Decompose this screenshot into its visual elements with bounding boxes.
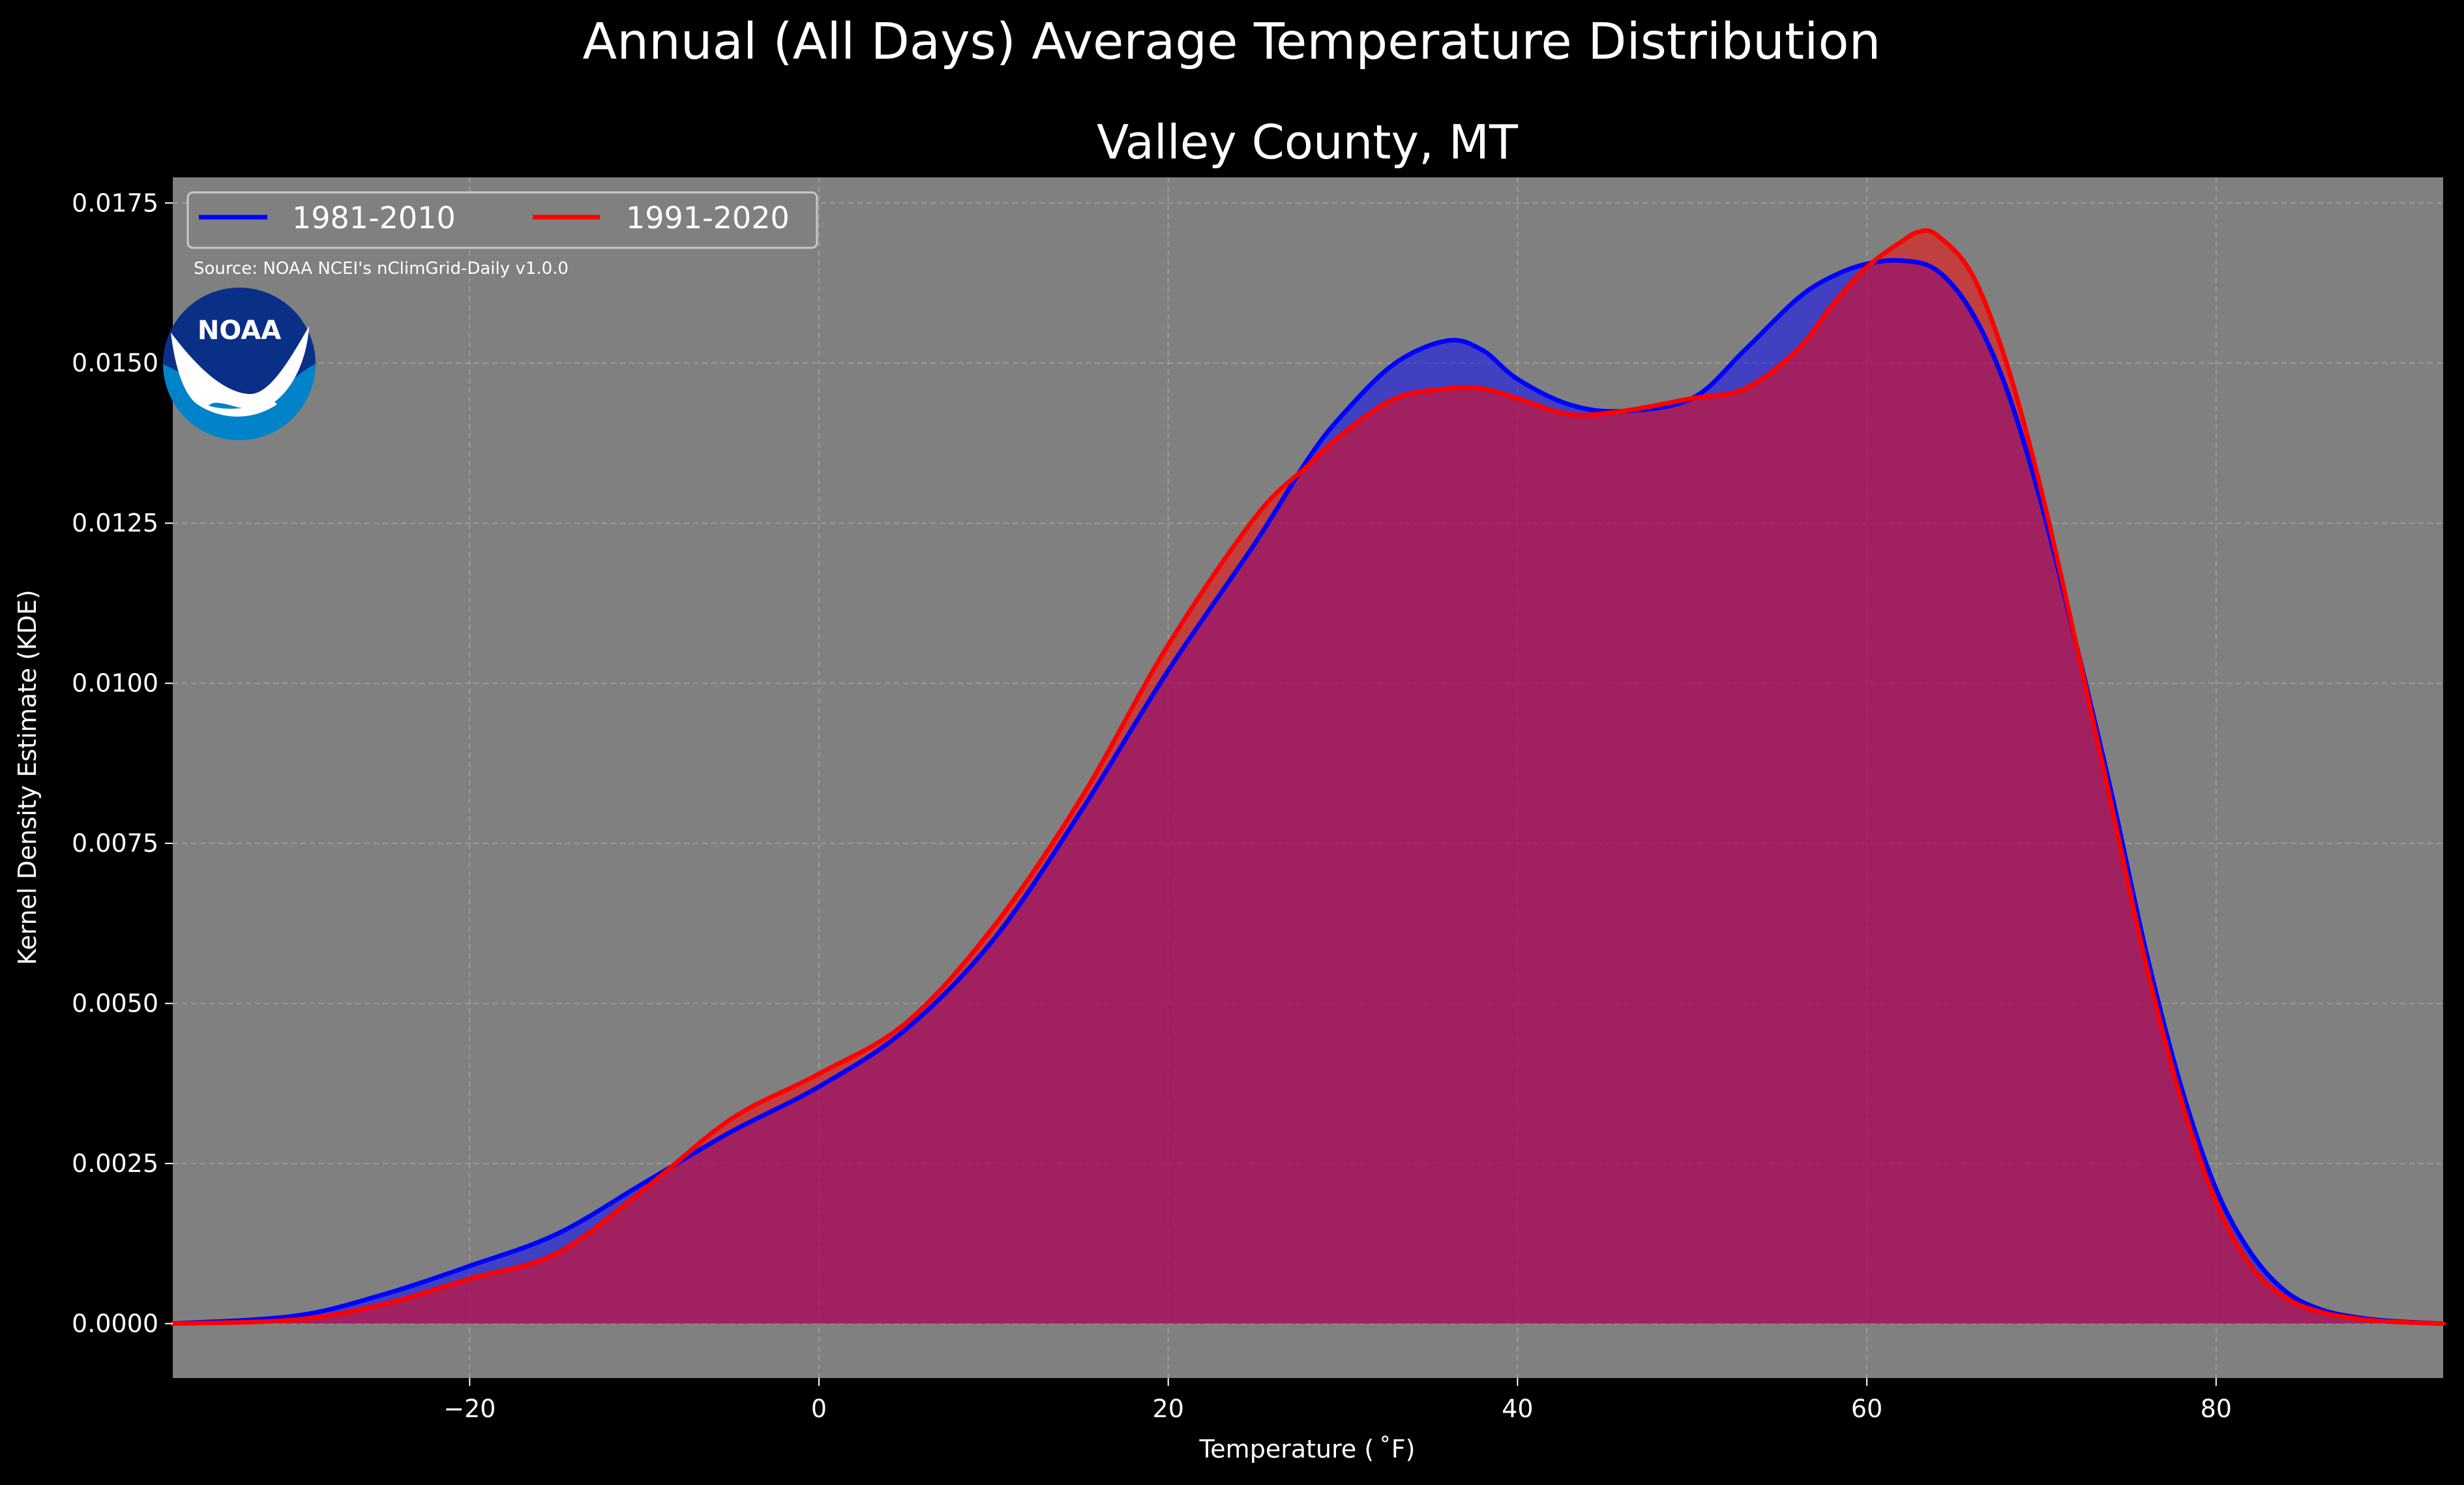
noaa-logo-text: NOAA — [198, 316, 281, 346]
x-tick-label-4: 60 — [1851, 1394, 1882, 1423]
y-tick-label-4: 0.0100 — [72, 669, 158, 698]
y-axis-label: Kernel Density Estimate (KDE) — [13, 590, 42, 965]
chart-title: Annual (All Days) Average Temperature Di… — [583, 13, 1881, 71]
legend: 1981-2010 1991-2020 — [186, 191, 818, 249]
y-axis: 0.0000 0.0025 0.0050 0.0075 0.0100 0.0125 0.01… — [72, 188, 173, 1338]
legend-label-1981-2010: 1981-2010 — [292, 200, 456, 235]
series-area-1991-2020 — [173, 230, 2443, 1324]
y-tick-label-5: 0.0125 — [72, 509, 158, 537]
y-tick-label-0: 0.0000 — [72, 1310, 158, 1338]
legend-frame — [186, 191, 818, 249]
y-tick-label-2: 0.0050 — [72, 989, 158, 1018]
x-tick-label-3: 40 — [1502, 1394, 1533, 1423]
y-tick-label-6: 0.0150 — [72, 349, 158, 378]
x-tick-label-0: −20 — [443, 1394, 496, 1423]
x-tick-label-2: 20 — [1153, 1394, 1184, 1423]
source-note: Source: NOAA NCEI's nClimGrid-Daily v1.0… — [194, 259, 569, 278]
y-tick-label-1: 0.0025 — [72, 1149, 158, 1178]
x-axis-label: Temperature ( ˚F) — [1199, 1435, 1416, 1463]
noaa-logo: NOAA — [163, 288, 316, 440]
series-line-1991-2020 — [170, 228, 2446, 1327]
y-tick-label-3: 0.0075 — [72, 829, 158, 858]
legend-label-1991-2020: 1991-2020 — [626, 200, 790, 235]
chart-subtitle: Valley County, MT — [1097, 115, 1519, 170]
x-tick-label-1: 0 — [811, 1394, 827, 1423]
series-line-1981-2010 — [170, 258, 2446, 1327]
x-axis: −20 0 20 40 60 80 — [443, 1378, 2232, 1423]
series-layer — [170, 228, 2446, 1327]
y-tick-label-7: 0.0175 — [72, 188, 158, 217]
x-tick-label-5: 80 — [2201, 1394, 2232, 1423]
